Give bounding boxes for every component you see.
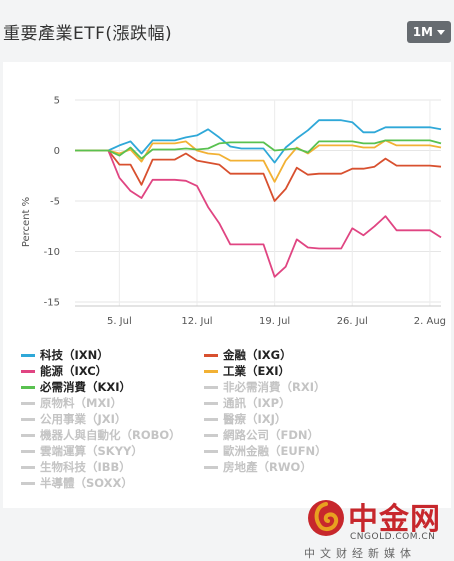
y-tick-label: 5 [54,96,60,107]
legend-item-16[interactable]: 半導體（SOXX） [21,475,133,491]
legend-swatch [204,369,218,373]
legend-label: 金融（IXG） [223,348,292,362]
y-tick-label: 0 [54,146,60,157]
chart-card: 5 0 -5 -10 -15 5. Jul 12. Jul 19. Jul 26. Jul 2.… [3,62,451,560]
x-tick-label: 5. Jul [107,316,132,327]
legend-swatch [21,401,35,405]
legend-item-6[interactable]: 原物料（MXI） [21,395,122,411]
legend-item-5[interactable]: 非必需消費（RXI） [204,379,326,395]
legend-label: 能源（IXC） [40,364,108,378]
legend-item-9[interactable]: 醫療（IXJ） [204,411,286,427]
series-line-2[interactable] [75,149,442,278]
legend-item-11[interactable]: 網路公司（FDN） [204,427,319,443]
legend-label: 雲端運算（SKYY） [40,444,143,458]
legend-swatch [204,449,218,453]
series-line-3[interactable] [75,139,442,183]
series-lines [75,119,442,278]
brand-url: CNGOLD.COM.CN [350,532,436,542]
y-tick-label: -10 [44,247,60,258]
legend-item-7[interactable]: 通訊（IXP） [204,395,291,411]
legend-label: 房地產（RWO） [223,460,312,474]
series-line-0[interactable] [75,119,442,164]
legend-item-4[interactable]: 必需消費（KXI） [21,379,131,395]
legend-item-15[interactable]: 房地產（RWO） [204,459,312,475]
legend-label: 科技（IXN） [40,348,109,362]
legend-item-14[interactable]: 生物科技（IBB） [21,459,131,475]
y-tick-label: -15 [44,298,60,309]
legend-swatch [21,481,35,485]
x-tick-label: 12. Jul [181,316,212,327]
legend-label: 公用事業（JXI） [40,412,127,426]
legend-label: 歐洲金融（EUFN） [223,444,327,458]
legend-swatch [21,353,35,357]
legend-swatch [204,401,218,405]
legend-label: 生物科技（IBB） [40,460,131,474]
x-tick-label: 2. Aug [414,316,446,327]
legend-label: 機器人與自動化（ROBO） [40,428,181,442]
legend-label: 必需消費（KXI） [40,380,132,394]
legend-swatch [204,385,218,389]
page-title: 重要產業ETF(漲跌幅) [3,24,173,44]
y-tick-label: -5 [50,197,60,208]
line-chart: 5 0 -5 -10 -15 5. Jul 12. Jul 19. Jul 26. Jul 2.… [21,96,446,328]
legend-swatch [21,449,35,453]
legend-item-1[interactable]: 金融（IXG） [204,347,292,363]
legend-swatch [204,433,218,437]
legend-label: 網路公司（FDN） [223,428,320,442]
legend-item-2[interactable]: 能源（IXC） [21,363,107,379]
legend-swatch [21,385,35,389]
legend-item-10[interactable]: 機器人與自動化（ROBO） [21,427,181,443]
caret-down-icon [437,29,445,35]
y-axis-label: Percent % [21,197,32,247]
legend-item-0[interactable]: 科技（IXN） [21,347,109,363]
watermark-logo: 中金网 CNGOLD.COM.CN 中文财经新媒体 [302,494,452,560]
legend: 科技（IXN） 金融（IXG） 能源（IXC） 工業（EXI） 必需消費（KXI） 非必需… [3,62,451,508]
legend-swatch [204,353,218,357]
grid [75,99,441,306]
brand-logo-icon [308,500,344,536]
brand-tagline: 中文财经新媒体 [304,547,416,560]
legend-swatch [21,433,35,437]
legend-swatch [204,465,218,469]
legend-label: 非必需消費（RXI） [223,380,326,394]
legend-swatch [204,417,218,421]
range-label: 1M [412,25,433,39]
legend-item-3[interactable]: 工業（EXI） [204,363,290,379]
legend-label: 半導體（SOXX） [40,476,133,490]
x-tick-label: 26. Jul [337,316,368,327]
legend-swatch [21,465,35,469]
legend-label: 醫療（IXJ） [223,412,287,426]
x-tick-label: 19. Jul [259,316,290,327]
legend-item-8[interactable]: 公用事業（JXI） [21,411,126,427]
y-axis: 5 0 -5 -10 -15 [44,96,60,309]
legend-item-12[interactable]: 雲端運算（SKYY） [21,443,143,459]
series-line-1[interactable] [75,149,442,202]
range-dropdown-button[interactable]: 1M [406,21,451,43]
legend-label: 原物料（MXI） [40,396,123,410]
header: 重要產業ETF(漲跌幅) 1M [0,0,454,60]
legend-swatch [21,369,35,373]
x-axis: 5. Jul 12. Jul 19. Jul 26. Jul 2. Aug [75,305,446,327]
legend-label: 工業（EXI） [223,364,291,378]
legend-item-13[interactable]: 歐洲金融（EUFN） [204,443,327,459]
legend-swatch [21,417,35,421]
legend-label: 通訊（IXP） [223,396,291,410]
series-line-4[interactable] [75,139,442,160]
